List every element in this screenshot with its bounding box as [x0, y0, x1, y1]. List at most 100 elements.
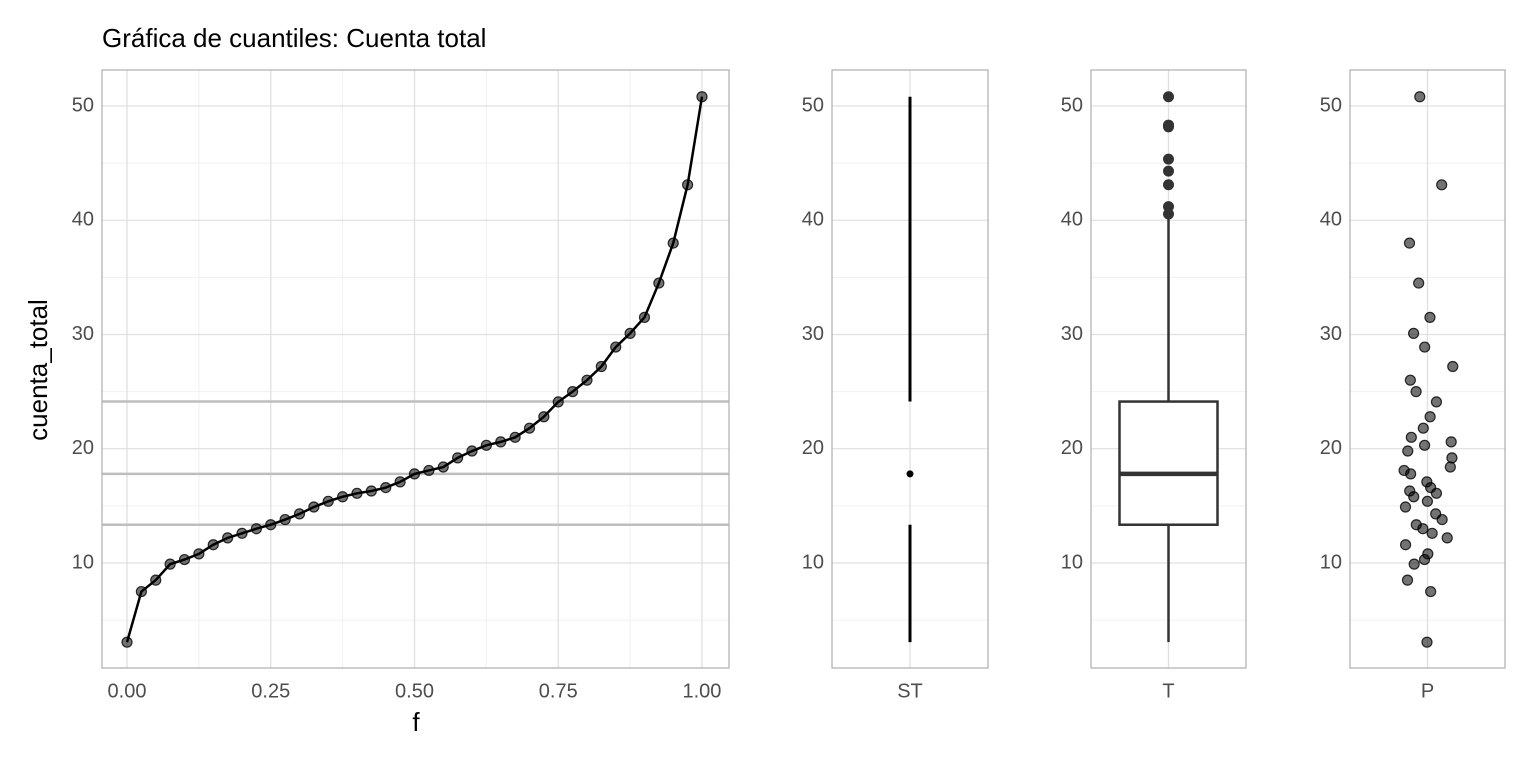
outlier — [1163, 165, 1174, 177]
point — [1401, 574, 1414, 586]
point — [351, 487, 363, 499]
point — [1399, 539, 1412, 551]
point — [1445, 436, 1457, 448]
point — [1425, 585, 1437, 598]
point — [164, 558, 176, 570]
point — [696, 91, 708, 103]
point — [682, 179, 694, 191]
point — [595, 360, 607, 373]
point — [193, 548, 205, 560]
point — [552, 396, 564, 408]
y-tick-label: 40 — [72, 209, 94, 231]
x-tick-label: 1.00 — [683, 680, 722, 702]
y-tick-label: 50 — [1320, 94, 1342, 116]
outlier — [1163, 179, 1174, 191]
y-tick-label: 10 — [1320, 551, 1342, 573]
point — [1402, 445, 1414, 457]
box — [1118, 400, 1219, 526]
point — [1414, 91, 1426, 103]
y-tick-label: 20 — [1061, 437, 1083, 459]
point — [121, 636, 133, 648]
point — [1413, 277, 1425, 289]
y-tick-label: 20 — [72, 437, 94, 459]
point — [1403, 237, 1416, 249]
x-tick-label: 0.00 — [108, 680, 147, 702]
y-tick-label: 30 — [72, 323, 94, 345]
x-tick-label: 0.50 — [395, 680, 434, 702]
point — [308, 501, 320, 513]
x-axis-label: f — [412, 707, 420, 737]
point — [437, 461, 449, 473]
point — [265, 519, 277, 531]
point — [1405, 431, 1417, 443]
point — [1399, 501, 1412, 513]
y-tick-label: 40 — [1061, 209, 1083, 231]
point — [581, 374, 593, 386]
point — [1424, 411, 1436, 423]
point — [1404, 374, 1416, 386]
point — [365, 485, 377, 497]
point — [1421, 476, 1433, 488]
point — [1422, 548, 1434, 560]
y-tick-label: 30 — [1320, 323, 1342, 345]
point — [1404, 485, 1416, 497]
x-tick-label: P — [1421, 680, 1434, 702]
point — [408, 468, 421, 480]
point — [178, 553, 191, 566]
y-tick-label: 50 — [72, 94, 94, 116]
point — [222, 532, 234, 544]
y-tick-label: 10 — [1061, 551, 1083, 573]
x-tick-label: ST — [897, 680, 923, 702]
median-point — [906, 470, 914, 478]
point — [1424, 311, 1436, 323]
point — [653, 277, 665, 289]
point — [207, 539, 219, 551]
panel-border — [831, 69, 989, 669]
panel-border — [1349, 69, 1506, 669]
point — [380, 481, 392, 494]
point — [1430, 508, 1442, 520]
x-tick-label: 0.75 — [539, 680, 578, 702]
point — [279, 513, 291, 526]
y-tick-label: 40 — [1320, 209, 1342, 231]
outlier — [1163, 153, 1174, 165]
point — [624, 327, 636, 339]
point — [638, 311, 651, 323]
y-tick-label: 20 — [802, 437, 824, 459]
point — [1441, 532, 1453, 544]
point — [394, 476, 406, 488]
y-tick-label: 50 — [1061, 94, 1083, 116]
point — [1447, 360, 1459, 373]
y-tick-label: 30 — [802, 323, 824, 345]
point — [1410, 386, 1422, 398]
point — [1408, 558, 1420, 570]
point — [1436, 179, 1448, 191]
y-tick-label: 30 — [1061, 323, 1083, 345]
point — [236, 527, 248, 539]
point — [480, 439, 492, 451]
x-tick-label: T — [1162, 680, 1174, 702]
point — [1426, 527, 1438, 539]
point — [523, 422, 536, 434]
y-tick-label: 40 — [802, 209, 824, 231]
point — [337, 491, 349, 503]
point — [1410, 519, 1422, 531]
point — [567, 386, 579, 398]
point — [1419, 341, 1431, 353]
y-axis-label: cuenta_total — [23, 299, 53, 441]
outlier — [1163, 201, 1174, 213]
point — [250, 523, 262, 535]
point — [1418, 439, 1431, 451]
point — [1407, 327, 1420, 339]
point — [452, 452, 464, 464]
point — [322, 495, 334, 507]
point — [509, 431, 521, 443]
panel-border — [101, 69, 730, 669]
point — [466, 445, 478, 457]
outlier — [1163, 91, 1174, 103]
y-tick-label: 10 — [802, 551, 824, 573]
y-tick-label: 10 — [72, 551, 94, 573]
point — [1417, 422, 1429, 434]
